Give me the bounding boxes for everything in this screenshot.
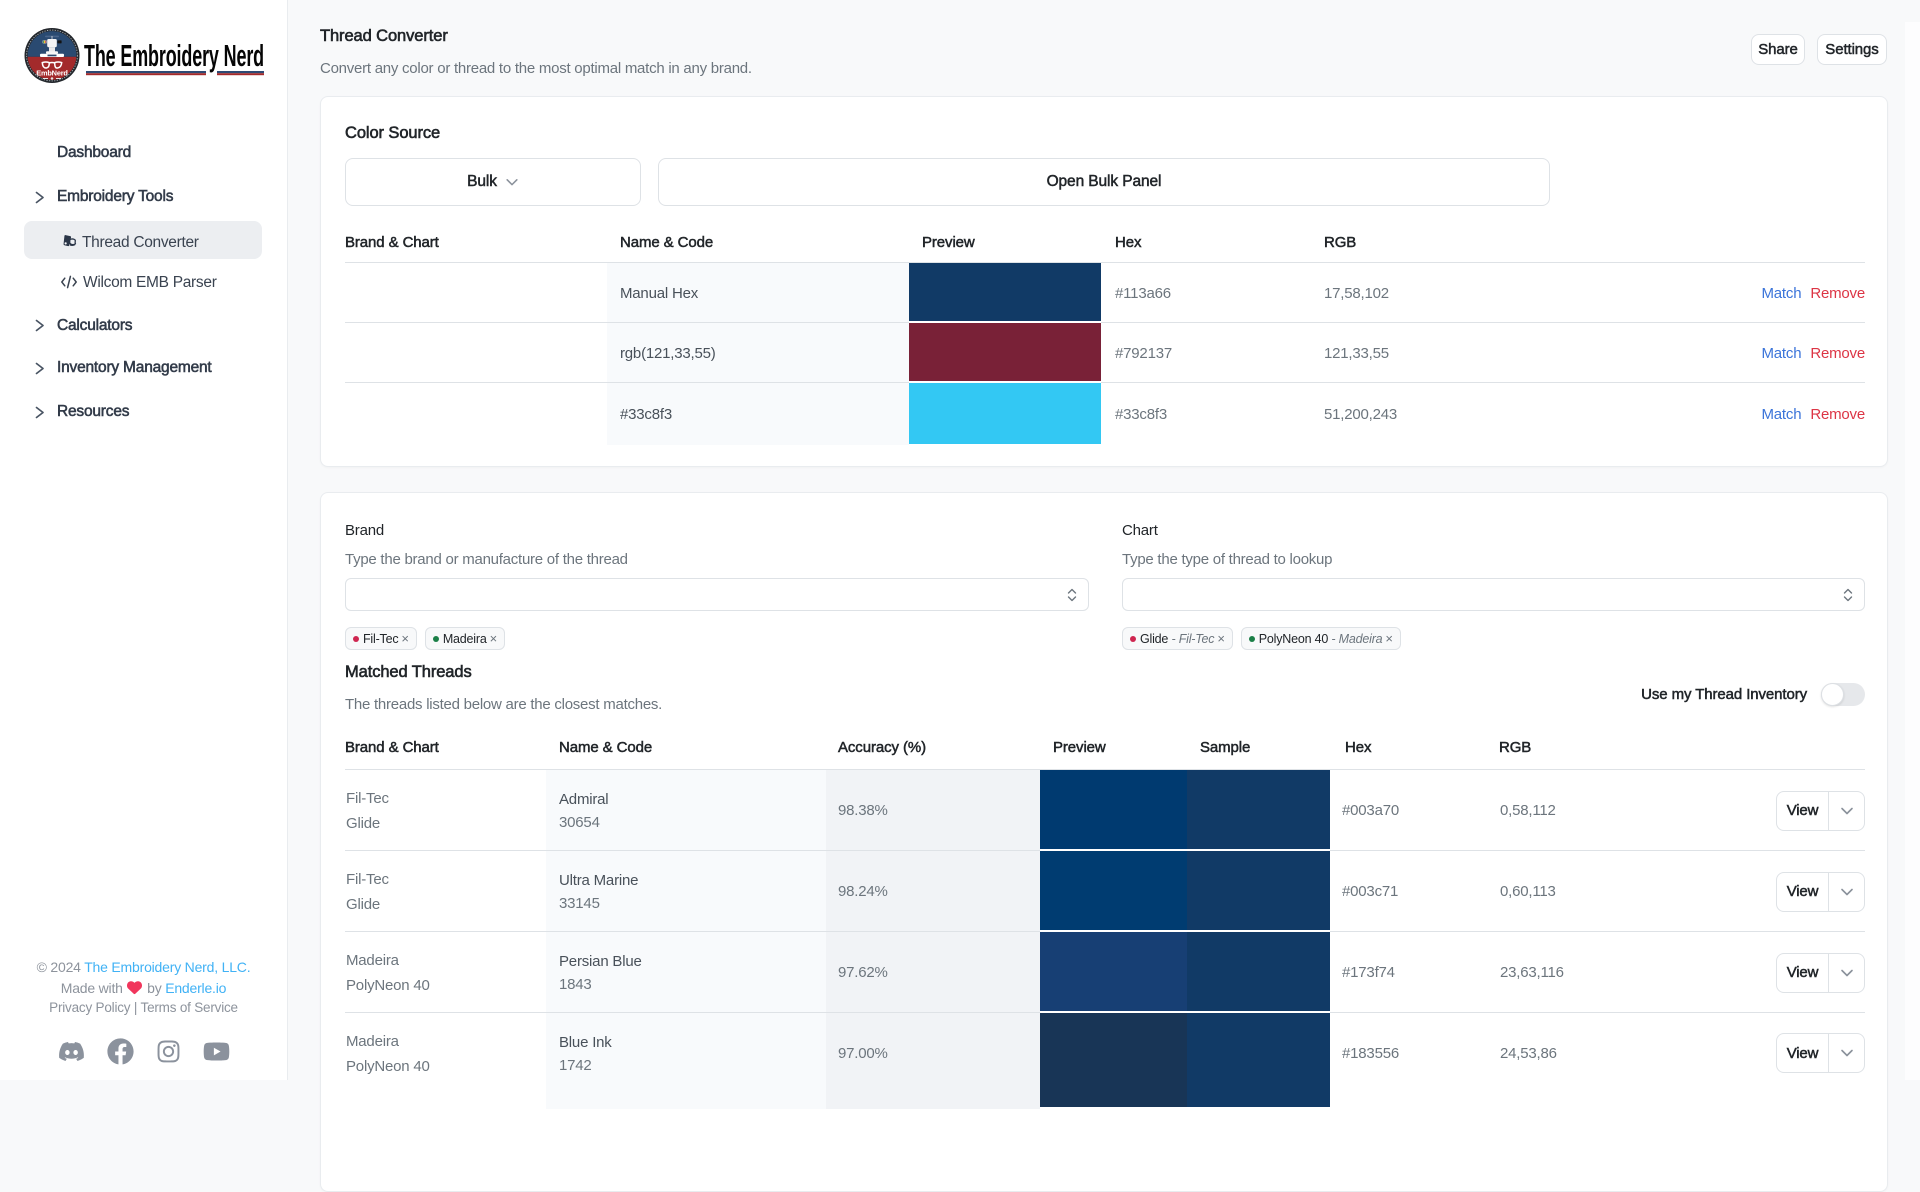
svg-text:EmbNerd: EmbNerd xyxy=(36,69,68,78)
svg-text:The Embroidery Nerd: The Embroidery Nerd xyxy=(84,38,264,73)
